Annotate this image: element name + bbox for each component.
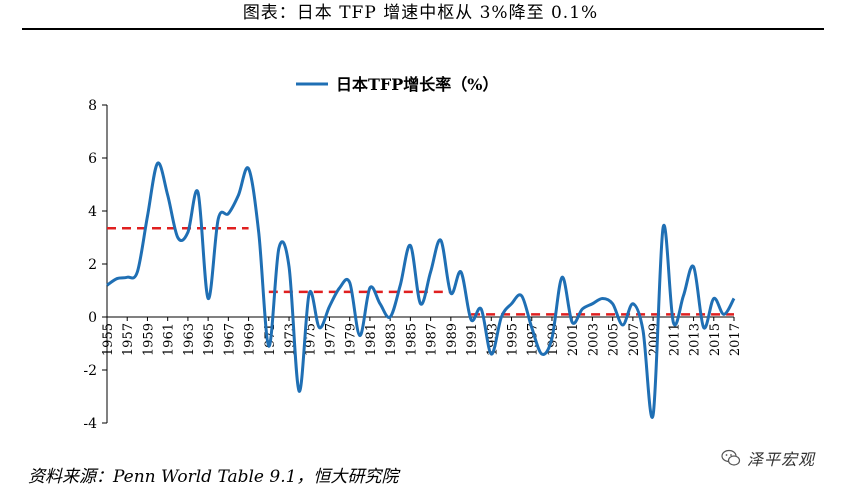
x-tick-label: 1975: [303, 323, 318, 356]
x-tick-label: 1983: [384, 323, 399, 356]
chart-container: 日本TFP增长率（%） -4 -2 0 2 4 6 8 1955 1957 1959 1961 196…: [0, 30, 841, 462]
x-tick-label: 2007: [627, 323, 642, 356]
page-title: 图表：日本 TFP 增速中枢从 3%降至 0.1%: [242, 3, 599, 23]
y-tick-label: 6: [88, 151, 97, 167]
title-rule: [22, 28, 824, 30]
x-tick-label: 1991: [465, 323, 480, 356]
watermark: 泽平宏观: [721, 446, 815, 470]
x-tick-label: 1987: [425, 323, 440, 356]
y-tick-label: 0: [88, 310, 97, 326]
y-tick-label: 2: [88, 257, 97, 273]
tfp-series-line: [106, 161, 736, 419]
x-tick-label: 1967: [222, 323, 237, 356]
source-note: 资料来源：Penn World Table 9.1，恒大研究院: [28, 467, 399, 487]
y-tick-label: 4: [88, 204, 97, 220]
x-tick-label: 1961: [162, 323, 177, 356]
legend-label: 日本TFP增长率（%）: [336, 75, 499, 94]
x-tick-label: 2013: [688, 323, 703, 356]
chart-legend: 日本TFP增长率（%）: [296, 75, 499, 94]
y-tick-label: 8: [88, 98, 97, 114]
x-tick-label: 2009: [647, 323, 662, 356]
x-tick-label: 1963: [182, 323, 197, 356]
x-tick-label: 1985: [404, 323, 419, 356]
y-tick-label: -4: [83, 416, 97, 432]
x-tick-label: 2005: [607, 323, 622, 356]
x-tick-label: 2015: [708, 323, 723, 356]
x-tick-label: 2001: [566, 323, 581, 356]
x-tick-label: 2003: [586, 323, 601, 356]
x-tick-label: 2017: [728, 323, 743, 356]
x-tick-label: 1965: [202, 323, 217, 356]
x-tick-label: 1989: [445, 323, 460, 356]
x-tick-label: 1981: [364, 323, 379, 356]
x-tick-label: 2011: [667, 323, 682, 356]
x-tick-label: 1959: [141, 323, 156, 356]
x-tick-label: 1995: [506, 323, 521, 356]
x-tick-label: 1969: [243, 323, 258, 356]
x-tick-label: 1955: [101, 323, 116, 356]
x-tick-label: 1977: [323, 323, 338, 356]
tfp-line-chart: 日本TFP增长率（%） -4 -2 0 2 4 6 8 1955 1957 1959 1961 196…: [83, 75, 743, 432]
x-tick-label: 1957: [121, 323, 136, 356]
x-tick-label: 1979: [344, 323, 359, 356]
watermark-text: 泽平宏观: [746, 450, 815, 469]
wechat-icon: [721, 449, 741, 466]
y-tick-label: -2: [83, 363, 97, 379]
